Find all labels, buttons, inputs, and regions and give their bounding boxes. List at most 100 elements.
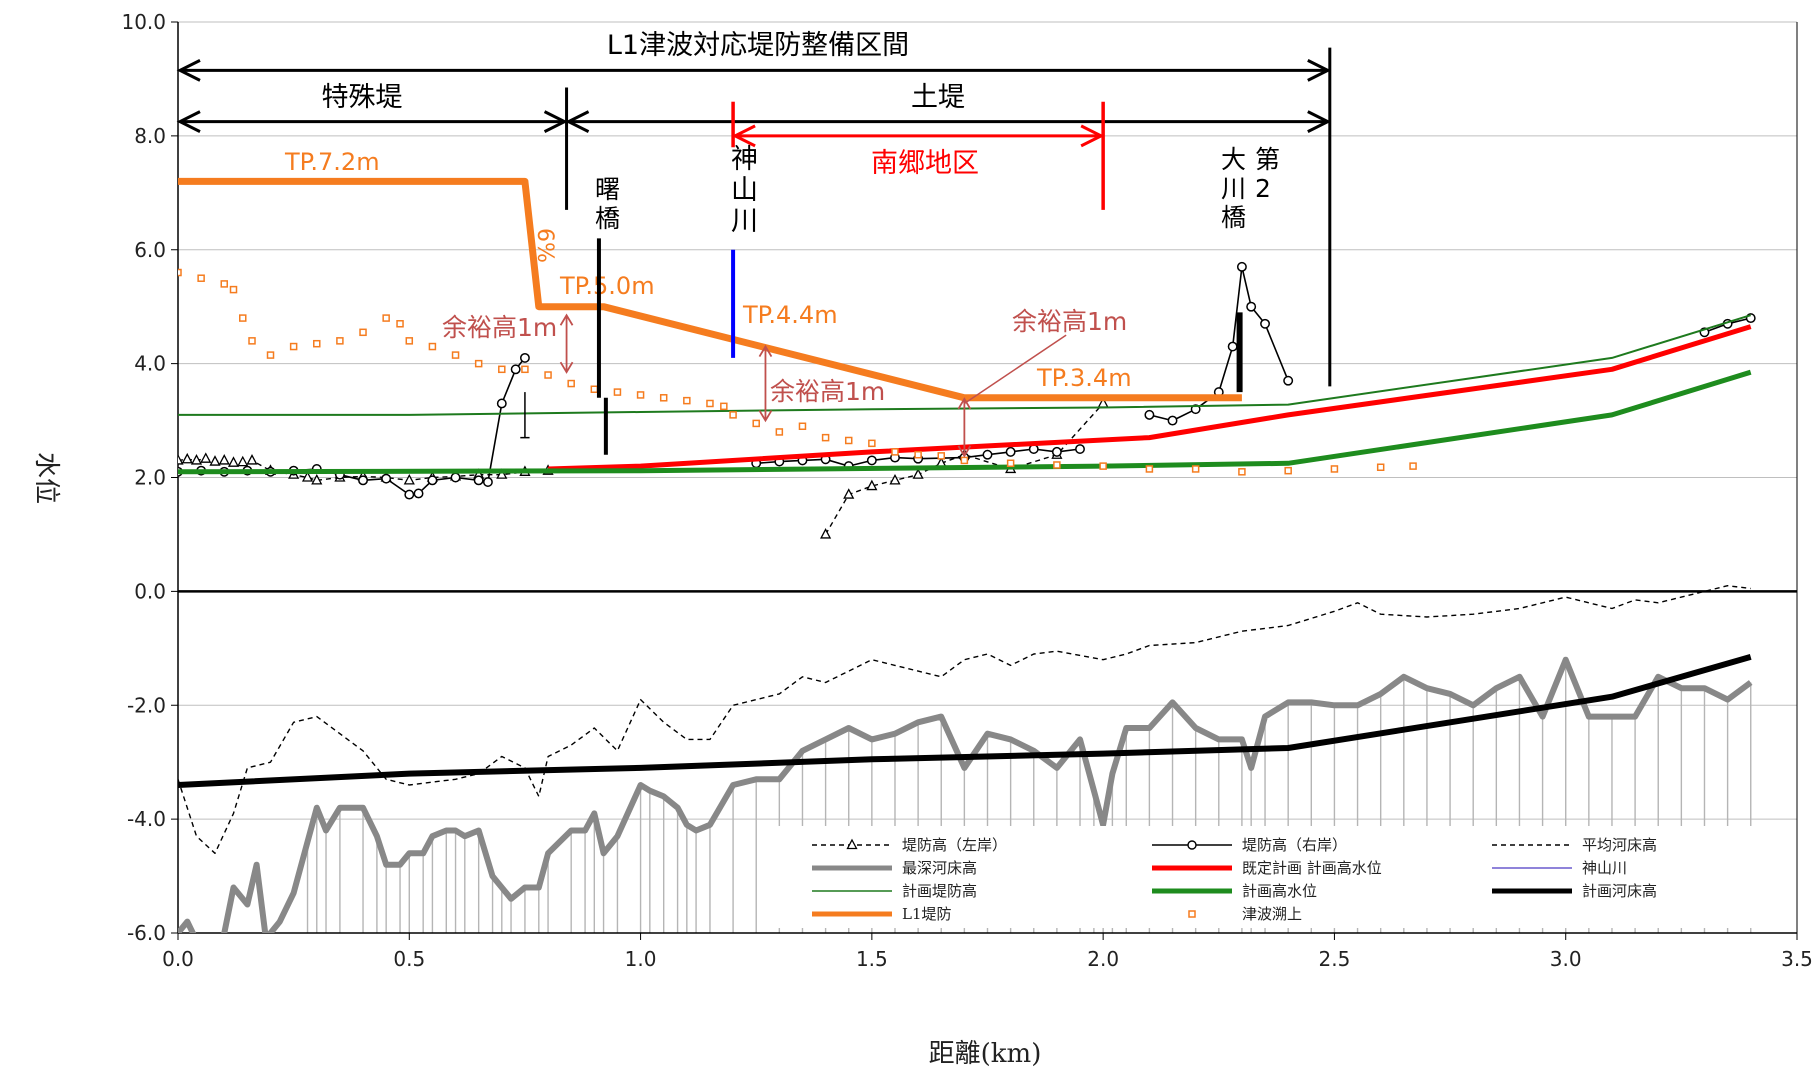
data-point-triangle (843, 488, 855, 499)
data-point-circle (358, 475, 368, 486)
data-point-square (1006, 459, 1015, 468)
data-point-square (798, 422, 807, 431)
data-point-square (498, 365, 506, 374)
annotation-earth-levee: 土堤 (911, 82, 965, 113)
series-line (178, 177, 1242, 402)
data-point-square (266, 351, 275, 359)
series-thick (178, 656, 1753, 933)
data-point-square (891, 448, 899, 456)
data-point-square (683, 396, 691, 405)
data-point-square (1284, 466, 1292, 475)
data-point-triangle (403, 473, 415, 485)
data-point-square (1409, 462, 1417, 470)
data-point-triangle (889, 473, 901, 485)
series-solid-circle (178, 352, 530, 500)
legend-entry-label: 計画河床高 (1582, 882, 1657, 900)
data-point-triangle (200, 452, 212, 463)
data-point-triangle (237, 455, 249, 467)
data-point-square (178, 268, 182, 277)
data-point-square (474, 359, 483, 368)
data-point-square (544, 371, 552, 379)
data-point-square (1191, 465, 1200, 473)
legend-marker-circle (1187, 840, 1197, 850)
data-point-square (775, 428, 784, 436)
legend-entry-label: 既定計画 計画高水位 (1242, 859, 1382, 877)
data-point-circle (519, 352, 530, 363)
data-point-triangle (178, 454, 184, 465)
data-point-triangle (301, 471, 314, 482)
annotation-slope: 6% (532, 228, 557, 263)
data-point-square (868, 439, 876, 448)
data-point-square (1145, 465, 1154, 473)
data-point-circle (427, 475, 438, 486)
legend-marker-triangle (846, 838, 858, 850)
legend-entry-label: 堤防高（右岸） (1242, 836, 1347, 854)
series-thick (178, 177, 1242, 402)
annotation-margin-3: 余裕高1m (1012, 307, 1127, 336)
tick-label-x: 3.0 (1550, 947, 1582, 971)
data-point-triangle (218, 454, 230, 465)
annotation-margin-1: 余裕高1m (442, 313, 557, 342)
data-point-circle (473, 475, 484, 486)
data-point-square (821, 433, 830, 442)
annotation-tp72: TP.7.2m (284, 148, 380, 176)
margin-3-leader (963, 334, 1067, 405)
tick-label-x: 2.0 (1087, 947, 1119, 971)
legend-entry-label: 計画堤防高 (902, 882, 977, 900)
tick-label-x: 0.5 (393, 947, 425, 971)
margin-arrow-1-head-bottom (559, 361, 574, 374)
margin-arrow-1-head-top (559, 313, 574, 326)
series-thick (178, 654, 1752, 788)
tick-label-x: 0.0 (162, 947, 194, 971)
data-point-circle (1260, 318, 1270, 329)
data-point-square (613, 388, 622, 396)
data-point-square (844, 436, 853, 445)
tick-label-x: 1.5 (856, 947, 888, 971)
data-point-square (396, 320, 404, 328)
y-axis-title: 水位 (31, 452, 61, 504)
data-point-circle (413, 488, 424, 499)
data-point-circle (1144, 409, 1155, 420)
data-point-square (239, 314, 247, 322)
series-line (178, 458, 549, 481)
data-point-circle (866, 455, 877, 466)
data-point-square (752, 419, 760, 428)
data-point-triangle (181, 452, 193, 464)
arrow-special-levee-head-right (543, 110, 568, 133)
tick-label-x: 1.0 (625, 947, 657, 971)
x-axis-title: 距離(km) (929, 1039, 1042, 1069)
data-point-square (659, 394, 668, 402)
data-point-triangle (820, 528, 832, 539)
legend-entry-label: 平均河床高 (1582, 836, 1657, 854)
data-point-square (937, 452, 945, 460)
data-point-circle (1051, 446, 1062, 457)
data-point-triangle (866, 479, 878, 491)
data-point-circle (496, 398, 507, 409)
series-thick (178, 369, 1752, 475)
data-point-square (382, 314, 390, 322)
legend-entry-label: L1堤防 (902, 905, 952, 923)
annotation-tp50: TP.5.0m (559, 272, 655, 300)
tick-labels: -6.0 -4.0 -2.0 0.0 2.0 4.0 6.0 8.0 10.0 0.0 0.5 1.0… (121, 10, 1812, 971)
tick-label-y: -4.0 (127, 807, 166, 831)
legend-marker-square (1188, 910, 1196, 918)
data-point-square (451, 351, 460, 359)
data-point-square (706, 399, 714, 408)
data-point-square (197, 274, 205, 282)
tick-label-x: 3.5 (1781, 947, 1813, 971)
arrow-nango-head-right (1080, 124, 1105, 148)
series-line (548, 324, 1752, 472)
arrow-l1-section-head-left (176, 59, 201, 82)
tick-label-y: -6.0 (127, 921, 166, 945)
series-dashed (178, 585, 1751, 854)
data-point-triangle (311, 473, 323, 485)
data-point-square (1238, 468, 1246, 476)
data-point-circle (482, 477, 493, 488)
data-point-square (336, 337, 344, 345)
margin-arrow-2-head-top (758, 344, 773, 358)
data-point-triangle (227, 456, 240, 467)
tick-label-y: 8.0 (134, 124, 166, 148)
data-point-square (914, 450, 922, 459)
data-point-square (248, 337, 256, 345)
